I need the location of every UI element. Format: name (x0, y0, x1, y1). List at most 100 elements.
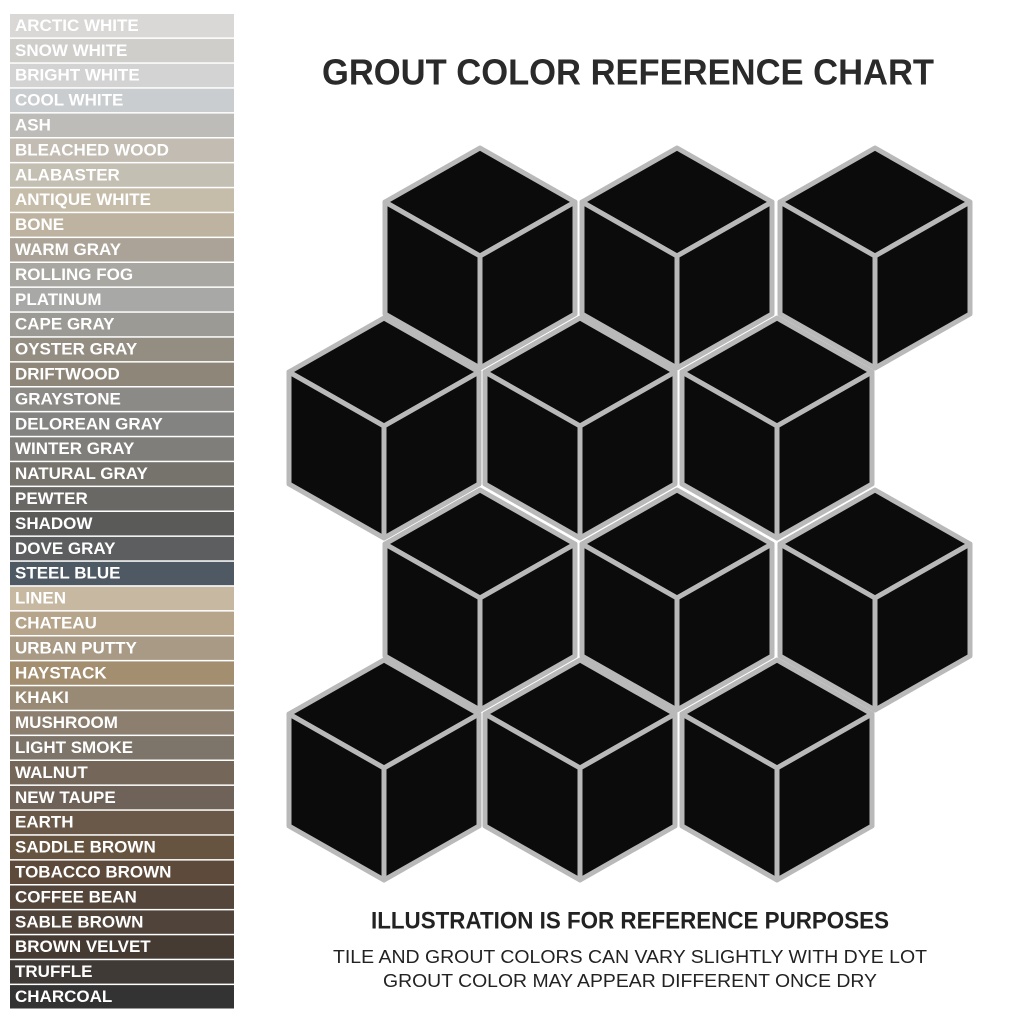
tile-face (577, 711, 678, 883)
swatch (10, 412, 234, 436)
swatch (10, 213, 234, 237)
swatch-label: BLEACHED WOOD (15, 140, 169, 159)
swatch (10, 188, 234, 212)
swatch-label: ASH (15, 116, 51, 135)
swatch (10, 785, 234, 810)
cube (382, 145, 578, 371)
swatch-label: HAYSTACK (15, 663, 107, 682)
tile-face (381, 711, 482, 883)
swatch-label: LINEN (15, 589, 66, 608)
swatch-label: DRIFTWOOD (15, 365, 120, 384)
swatch (10, 711, 234, 735)
swatch (10, 736, 234, 760)
swatch-label: BONE (15, 215, 64, 234)
swatch-label: COOL WHITE (15, 91, 123, 110)
footer-line: TILE AND GROUT COLORS CAN VARY SLIGHTLY … (333, 947, 927, 967)
tile-face (872, 541, 973, 713)
cube (482, 657, 678, 883)
swatch-label: PEWTER (15, 489, 88, 508)
tile-face (774, 711, 875, 883)
cube (579, 487, 775, 713)
tile-face (774, 369, 875, 541)
swatch-label: DELOREAN GRAY (15, 414, 163, 433)
swatch-label: LIGHT SMOKE (15, 738, 133, 757)
swatch-label: NATURAL GRAY (15, 464, 149, 483)
swatch (10, 761, 234, 785)
cube (679, 315, 875, 541)
swatch (10, 362, 234, 386)
swatch (10, 960, 234, 984)
swatch (10, 586, 234, 611)
swatch-label: TRUFFLE (15, 962, 92, 981)
tile-face (577, 369, 678, 541)
swatch-label: SADDLE BROWN (15, 838, 156, 857)
swatch (10, 686, 234, 710)
swatch (10, 14, 234, 38)
swatch-label: WARM GRAY (15, 240, 122, 259)
swatch (10, 985, 234, 1009)
swatch-label: BRIGHT WHITE (15, 66, 140, 85)
swatch (10, 337, 234, 362)
swatch (10, 63, 234, 88)
swatch-label: WALNUT (15, 763, 88, 782)
swatch-label: SNOW WHITE (15, 41, 127, 60)
swatch-label: ALABASTER (15, 165, 120, 184)
cube (579, 145, 775, 371)
swatch-label: CHARCOAL (15, 987, 112, 1006)
swatch-label: NEW TAUPE (15, 788, 116, 807)
swatch (10, 88, 234, 113)
swatch (10, 611, 234, 635)
swatch (10, 935, 234, 959)
swatch (10, 661, 234, 685)
tile-face (674, 199, 775, 371)
swatch-label: ANTIQUE WHITE (15, 190, 151, 209)
swatch-label: EARTH (15, 813, 74, 832)
swatch-label: KHAKI (15, 688, 69, 707)
tile-face (477, 199, 578, 371)
swatch (10, 437, 234, 461)
swatch (10, 138, 234, 162)
tile-face (381, 369, 482, 541)
swatch (10, 910, 234, 934)
title: GROUT COLOR REFERENCE CHART (322, 52, 934, 93)
swatch-label: PLATINUM (15, 290, 102, 309)
swatch (10, 860, 234, 884)
swatch-label: CAPE GRAY (15, 315, 115, 334)
swatch (10, 263, 234, 287)
cube (286, 657, 482, 883)
tile-face (872, 199, 973, 371)
swatch-label: GRAYSTONE (15, 389, 121, 408)
swatch (10, 312, 234, 337)
swatch (10, 387, 234, 411)
tile-face (477, 541, 578, 713)
swatch-label: TOBACCO BROWN (15, 863, 171, 882)
cube (382, 487, 578, 713)
swatch (10, 536, 234, 561)
swatch-label: OYSTER GRAY (15, 340, 138, 359)
swatch (10, 287, 234, 312)
swatch-label: MUSHROOM (15, 713, 118, 732)
swatch (10, 462, 234, 486)
swatch (10, 835, 234, 860)
swatch (10, 636, 234, 660)
swatch-label: BROWN VELVET (15, 937, 151, 956)
swatch-label: SHADOW (15, 514, 93, 533)
tile-face (674, 541, 775, 713)
cube (679, 657, 875, 883)
tile-illustration (286, 145, 973, 883)
footer-line: GROUT COLOR MAY APPEAR DIFFERENT ONCE DR… (383, 971, 877, 991)
swatch (10, 810, 234, 835)
swatch (10, 163, 234, 187)
swatch-label: ROLLING FOG (15, 265, 133, 284)
swatch-label: URBAN PUTTY (15, 638, 137, 657)
swatch (10, 561, 234, 586)
cube (482, 315, 678, 541)
swatch-label: WINTER GRAY (15, 439, 135, 458)
swatch (10, 512, 234, 536)
swatch-label: STEEL BLUE (15, 564, 120, 583)
swatch (10, 113, 234, 137)
cube (286, 315, 482, 541)
swatch (10, 238, 234, 262)
cube (777, 145, 973, 371)
